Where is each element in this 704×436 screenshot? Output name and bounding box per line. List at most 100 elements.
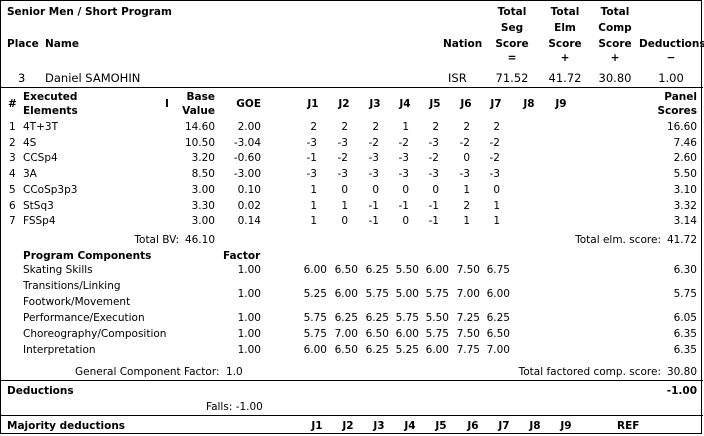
- elm-header-2: Elm: [554, 22, 576, 34]
- element-judge-score: 2: [432, 121, 439, 133]
- element-judge-score: -3: [428, 168, 439, 180]
- component-factor: 1.00: [237, 264, 261, 276]
- element-judge-score: 1: [402, 121, 409, 133]
- component-judge-score: 5.50: [425, 312, 449, 324]
- element-judge-score: -2: [398, 137, 409, 149]
- component-panel-score: 6.35: [673, 328, 697, 340]
- component-judge-score: 6.25: [365, 312, 389, 324]
- general-factor-label: General Component Factor:: [75, 366, 220, 378]
- name-header: Name: [45, 38, 79, 50]
- majority-judge-header-6: J6: [467, 420, 479, 432]
- base-header-1: Base: [186, 91, 215, 103]
- component-judge-score: 7.50: [456, 328, 480, 340]
- component-judge-score: 5.25: [303, 288, 327, 300]
- element-judge-score: 2: [310, 121, 317, 133]
- element-judge-score: 0: [463, 152, 470, 164]
- element-name: StSq3: [23, 200, 54, 212]
- majority-judge-header-7: J7: [498, 420, 510, 432]
- element-judge-score: 2: [341, 121, 348, 133]
- elm-header-4: +: [560, 52, 570, 64]
- component-judge-score: 6.00: [425, 344, 449, 356]
- element-goe: -3.00: [233, 168, 261, 180]
- element-judge-score: -3: [489, 168, 500, 180]
- element-num: 4: [9, 168, 16, 180]
- element-judge-score: -3: [428, 137, 439, 149]
- component-judge-score: 5.75: [425, 328, 449, 340]
- component-factor: 1.00: [237, 328, 261, 340]
- component-judge-score: 5.75: [395, 312, 419, 324]
- element-judge-score: -1: [428, 215, 439, 227]
- element-judge-score: -3: [459, 168, 470, 180]
- component-judge-score: 6.50: [334, 344, 358, 356]
- component-factor: 1.00: [237, 344, 261, 356]
- element-judge-score: -1: [368, 215, 379, 227]
- element-judge-score: -1: [368, 200, 379, 212]
- element-goe: 0.10: [237, 184, 261, 196]
- element-num: 1: [9, 121, 16, 133]
- comp-header-4: +: [610, 52, 620, 64]
- element-panel-score: 2.60: [673, 152, 697, 164]
- element-base-value: 14.60: [184, 121, 215, 133]
- component-judge-score: 6.25: [365, 344, 389, 356]
- component-factor: 1.00: [237, 312, 261, 324]
- total-comp-label: Total factored comp. score:: [518, 366, 661, 378]
- element-judge-score: 1: [463, 215, 470, 227]
- component-name: Skating Skills: [23, 264, 93, 276]
- element-judge-score: 1: [310, 184, 317, 196]
- seg-header-1: Total: [497, 6, 527, 18]
- component-panel-score: 6.05: [673, 312, 697, 324]
- element-judge-score: -1: [398, 200, 409, 212]
- element-base-value: 3.20: [191, 152, 215, 164]
- falls-deduction: Falls: -1.00: [206, 401, 263, 413]
- element-goe: 0.14: [237, 215, 261, 227]
- component-judge-score: 6.25: [334, 312, 358, 324]
- component-name: Choreography/Composition: [23, 328, 167, 340]
- factor-header: Factor: [223, 250, 261, 262]
- element-num: 5: [9, 184, 16, 196]
- elements-header-2: Elements: [23, 105, 78, 117]
- element-judge-score: -3: [398, 152, 409, 164]
- element-panel-score: 3.14: [673, 215, 697, 227]
- element-judge-score: 0: [402, 184, 409, 196]
- base-header-2: Value: [182, 105, 215, 117]
- num-header: #: [8, 98, 17, 110]
- goe-header: GOE: [236, 98, 261, 110]
- component-judge-score: 6.00: [425, 264, 449, 276]
- element-judge-score: 2: [463, 121, 470, 133]
- component-judge-score: 5.50: [395, 264, 419, 276]
- element-judge-score: -2: [489, 152, 500, 164]
- judge-header-3: J3: [369, 98, 381, 110]
- component-judge-score: 6.00: [395, 328, 419, 340]
- ref-header: REF: [617, 420, 640, 432]
- judge-header-4: J4: [399, 98, 411, 110]
- element-name: 4T+3T: [23, 121, 58, 133]
- element-judge-score: 1: [310, 215, 317, 227]
- element-judge-score: -3: [398, 168, 409, 180]
- majority-judge-header-9: J9: [560, 420, 572, 432]
- judge-header-6: J6: [460, 98, 472, 110]
- component-judge-score: 6.25: [486, 312, 510, 324]
- element-judge-score: -2: [489, 137, 500, 149]
- panel-header-2: Scores: [657, 105, 697, 117]
- deductions-title: Deductions: [7, 385, 74, 397]
- majority-judge-header-3: J3: [373, 420, 385, 432]
- component-judge-score: 7.00: [456, 288, 480, 300]
- comp-header-2: Comp: [598, 22, 632, 34]
- component-factor: 1.00: [237, 288, 261, 300]
- element-judge-score: 2: [463, 200, 470, 212]
- general-factor-value: 1.0: [226, 366, 243, 378]
- judge-header-7: J7: [490, 98, 502, 110]
- elm-score: 41.72: [548, 71, 582, 85]
- element-judge-score: -3: [306, 137, 317, 149]
- majority-judge-header-5: J5: [435, 420, 447, 432]
- element-judge-score: 0: [341, 184, 348, 196]
- component-name: Interpretation: [23, 344, 96, 356]
- components-header: Program Components: [23, 250, 152, 262]
- element-judge-score: 2: [372, 121, 379, 133]
- majority-judge-header-1: J1: [311, 420, 323, 432]
- place-header: Place: [7, 38, 39, 50]
- total-elm-value: 41.72: [666, 234, 697, 246]
- component-judge-score: 6.50: [334, 264, 358, 276]
- judge-header-2: J2: [338, 98, 350, 110]
